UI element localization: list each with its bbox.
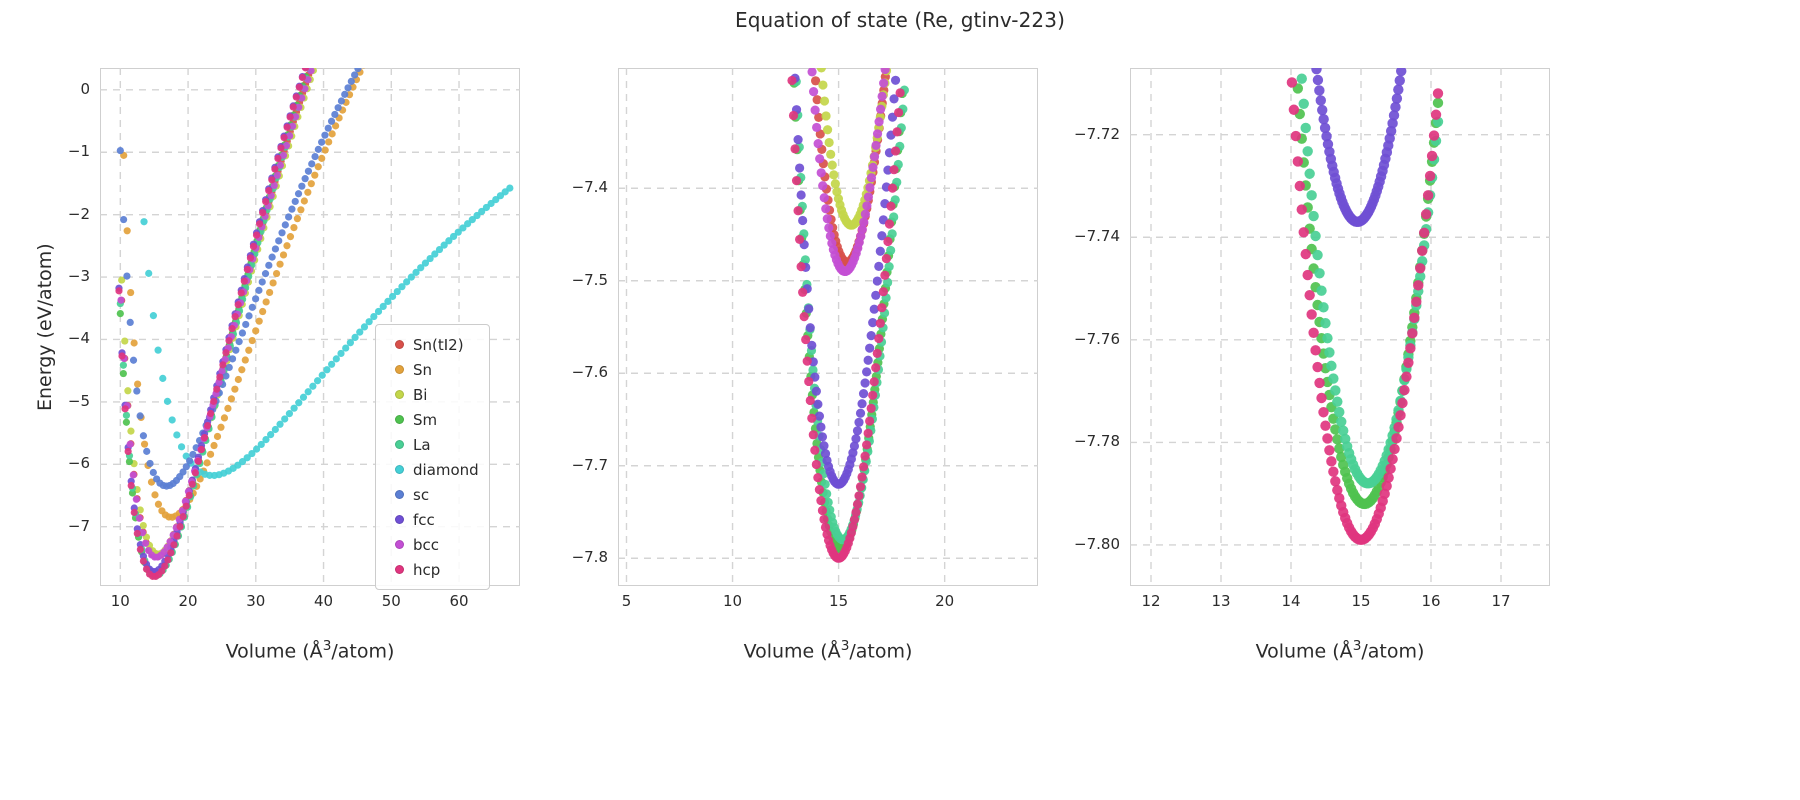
panel-middle xyxy=(618,68,1038,586)
series-fcc xyxy=(1311,68,1407,228)
series-hcp xyxy=(787,75,905,563)
y-tick-label: −4 xyxy=(67,329,90,348)
x-tick-label: 13 xyxy=(1211,592,1231,610)
legend-item-sn[interactable]: Sn xyxy=(384,357,479,382)
legend-item-label: diamond xyxy=(413,460,479,479)
legend-item-label: hcp xyxy=(413,560,441,579)
x-tick-label: 15 xyxy=(1351,592,1371,610)
legend-marker-icon xyxy=(395,515,404,524)
x-tick-label: 15 xyxy=(829,592,849,610)
x-tick-label: 10 xyxy=(110,592,130,610)
y-tick-label: −7.74 xyxy=(1074,227,1120,246)
y-tick-label: −7.80 xyxy=(1074,534,1120,553)
x-tick-label: 20 xyxy=(935,592,955,610)
panel-middle-x-axis-label: Volume (Å3/atom) xyxy=(743,638,913,663)
panel-left-x-axis-label: Volume (Å3/atom) xyxy=(225,638,395,663)
legend-item-fcc[interactable]: fcc xyxy=(384,507,479,532)
series-la xyxy=(1296,73,1444,489)
legend-marker-icon xyxy=(395,340,404,349)
legend-item-label: bcc xyxy=(413,535,440,554)
y-tick-label: −1 xyxy=(67,142,90,161)
legend-item-hcp[interactable]: hcp xyxy=(384,557,479,582)
y-tick-label: −6 xyxy=(67,454,90,473)
y-tick-label: −7.4 xyxy=(571,178,608,197)
y-tick-label: −7 xyxy=(67,516,90,535)
x-tick-label: 5 xyxy=(621,592,632,610)
series-bcc xyxy=(807,68,890,277)
legend-marker-icon xyxy=(395,440,404,449)
legend-item-label: Sm xyxy=(413,410,438,429)
legend-item-label: La xyxy=(413,435,431,454)
y-tick-label: −7.5 xyxy=(571,270,608,289)
y-tick-label: −7.76 xyxy=(1074,329,1120,348)
y-tick-label: −7.7 xyxy=(571,455,608,474)
legend-marker-icon xyxy=(395,490,404,499)
x-tick-label: 40 xyxy=(314,592,334,610)
series-hcp xyxy=(1286,77,1444,546)
panel-right xyxy=(1130,68,1550,586)
legend-item-bi[interactable]: Bi xyxy=(384,382,479,407)
panel-left: Sn(tI2) Sn Bi Sm La diamond sc fcc bcc hcp xyxy=(100,68,520,590)
y-tick-label: −7.6 xyxy=(571,363,608,382)
series-diamond xyxy=(140,184,514,480)
legend-item-bcc[interactable]: bcc xyxy=(384,532,479,557)
legend-item-label: Sn xyxy=(413,360,433,379)
y-tick-label: −7.78 xyxy=(1074,432,1120,451)
y-tick-label: −7.8 xyxy=(571,548,608,567)
x-tick-label: 14 xyxy=(1281,592,1301,610)
legend-marker-icon xyxy=(395,415,404,424)
legend-marker-icon xyxy=(395,365,404,374)
x-tick-label: 16 xyxy=(1421,592,1441,610)
x-tick-label: 17 xyxy=(1491,592,1511,610)
series-sm xyxy=(1292,83,1444,510)
y-tick-label: −2 xyxy=(67,204,90,223)
series-sc xyxy=(116,68,362,490)
x-tick-label: 30 xyxy=(246,592,266,610)
series-fcc xyxy=(790,73,901,489)
legend-item-la[interactable]: La xyxy=(384,432,479,457)
y-tick-label: −3 xyxy=(67,267,90,286)
y-tick-label: 0 xyxy=(80,79,90,98)
legend-item-diamond[interactable]: diamond xyxy=(384,457,479,482)
x-tick-label: 60 xyxy=(449,592,469,610)
legend-marker-icon xyxy=(395,465,404,474)
x-tick-label: 50 xyxy=(381,592,401,610)
legend-item-sc[interactable]: sc xyxy=(384,482,479,507)
panel-right-x-axis-label: Volume (Å3/atom) xyxy=(1255,638,1425,663)
panel-right-canvas xyxy=(1130,68,1550,586)
panel-middle-canvas xyxy=(618,68,1038,586)
figure-title: Equation of state (Re, gtinv-223) xyxy=(735,8,1065,32)
legend-marker-icon xyxy=(395,390,404,399)
x-tick-label: 10 xyxy=(722,592,743,610)
legend-marker-icon xyxy=(395,565,404,574)
y-tick-label: −5 xyxy=(67,391,90,410)
legend-item-label: Bi xyxy=(413,385,428,404)
legend-item-label: sc xyxy=(413,485,430,504)
panel-left-canvas xyxy=(100,68,520,586)
legend-item-label: Sn(tI2) xyxy=(413,335,464,354)
y-tick-label: −7.72 xyxy=(1074,124,1120,143)
series-hcp xyxy=(115,68,310,581)
x-tick-label: 20 xyxy=(178,592,198,610)
series-fcc xyxy=(115,68,309,576)
legend-item-label: fcc xyxy=(413,510,435,529)
x-tick-label: 12 xyxy=(1141,592,1161,610)
legend-marker-icon xyxy=(395,540,404,549)
legend-item-snti2[interactable]: Sn(tI2) xyxy=(384,332,479,357)
legend-item-sm[interactable]: Sm xyxy=(384,407,479,432)
legend[interactable]: Sn(tI2) Sn Bi Sm La diamond sc fcc bcc hcp xyxy=(375,324,490,590)
